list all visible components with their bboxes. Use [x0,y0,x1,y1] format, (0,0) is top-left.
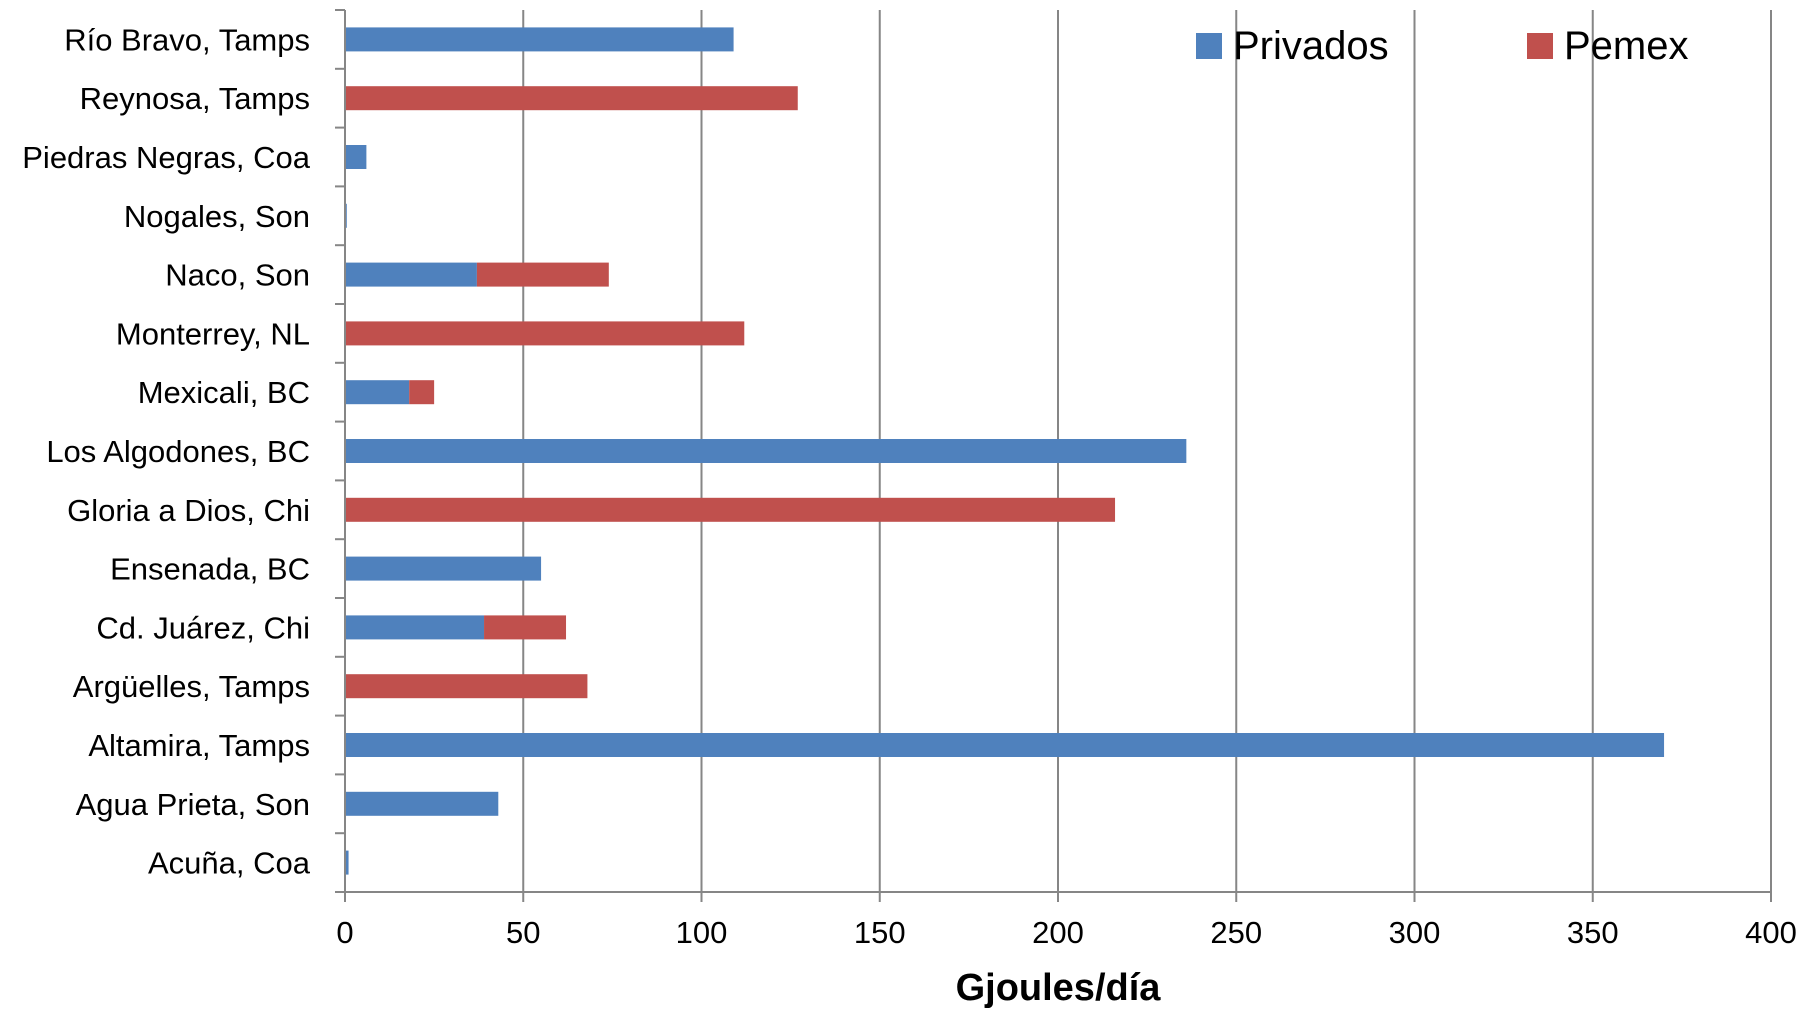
category-label: Nogales, Son [124,199,310,234]
category-label: Agua Prieta, Son [76,787,310,822]
category-label: Los Algodones, BC [46,434,310,469]
legend-swatch-privados [1196,33,1222,59]
category-label: Río Bravo, Tamps [64,22,310,57]
category-label: Cd. Juárez, Chi [96,610,310,645]
bar-privados [345,556,542,581]
bar-pemex [345,674,588,699]
axes [344,10,1771,893]
category-label: Mexicali, BC [138,375,310,410]
bar-pemex [345,86,798,111]
bar-pemex [345,321,745,346]
bars [345,27,1665,875]
category-label: Argüelles, Tamps [73,669,310,704]
x-tick-label: 50 [506,915,540,950]
x-tick-label: 0 [336,915,353,950]
bar-pemex [345,497,1116,522]
labels: 0 50 100 150 200 250 300 350 400 Río Bravo, Tamps… [22,22,1797,950]
legend-label-pemex: Pemex [1564,24,1689,68]
category-label: Ensenada, BC [110,552,310,587]
bar-pemex [484,615,567,640]
bar-privados [345,145,367,169]
x-tick-label: 150 [854,915,906,950]
x-tick-label: 300 [1389,915,1441,950]
bar-privados [345,262,477,287]
bar-privados [345,27,734,52]
x-tick-label: 100 [676,915,728,950]
category-label: Gloria a Dios, Chi [67,493,310,528]
legend-swatch-pemex [1527,33,1553,59]
legend: Privados Pemex [1196,24,1689,68]
legend-label-privados: Privados [1233,24,1389,68]
x-tick-label: 250 [1210,915,1262,950]
category-label: Piedras Negras, Coa [22,140,311,175]
category-label: Altamira, Tamps [88,728,310,763]
bar-privados [345,733,1665,757]
bar-privados [345,439,1187,463]
bar-privados [345,380,410,405]
x-tick-label: 400 [1745,915,1797,950]
category-label: Reynosa, Tamps [80,81,310,116]
x-axis-title: Gjoules/día [956,967,1162,1009]
category-label: Acuña, Coa [148,846,311,881]
x-tick-label: 350 [1567,915,1619,950]
bar-privados [345,615,485,640]
bar-pemex [476,262,609,287]
bar-privados [345,850,349,875]
x-tick-label: 200 [1032,915,1084,950]
category-label: Naco, Son [165,258,310,293]
bar-privados [345,791,499,816]
bar-pemex [409,380,435,405]
category-label: Monterrey, NL [116,316,310,351]
